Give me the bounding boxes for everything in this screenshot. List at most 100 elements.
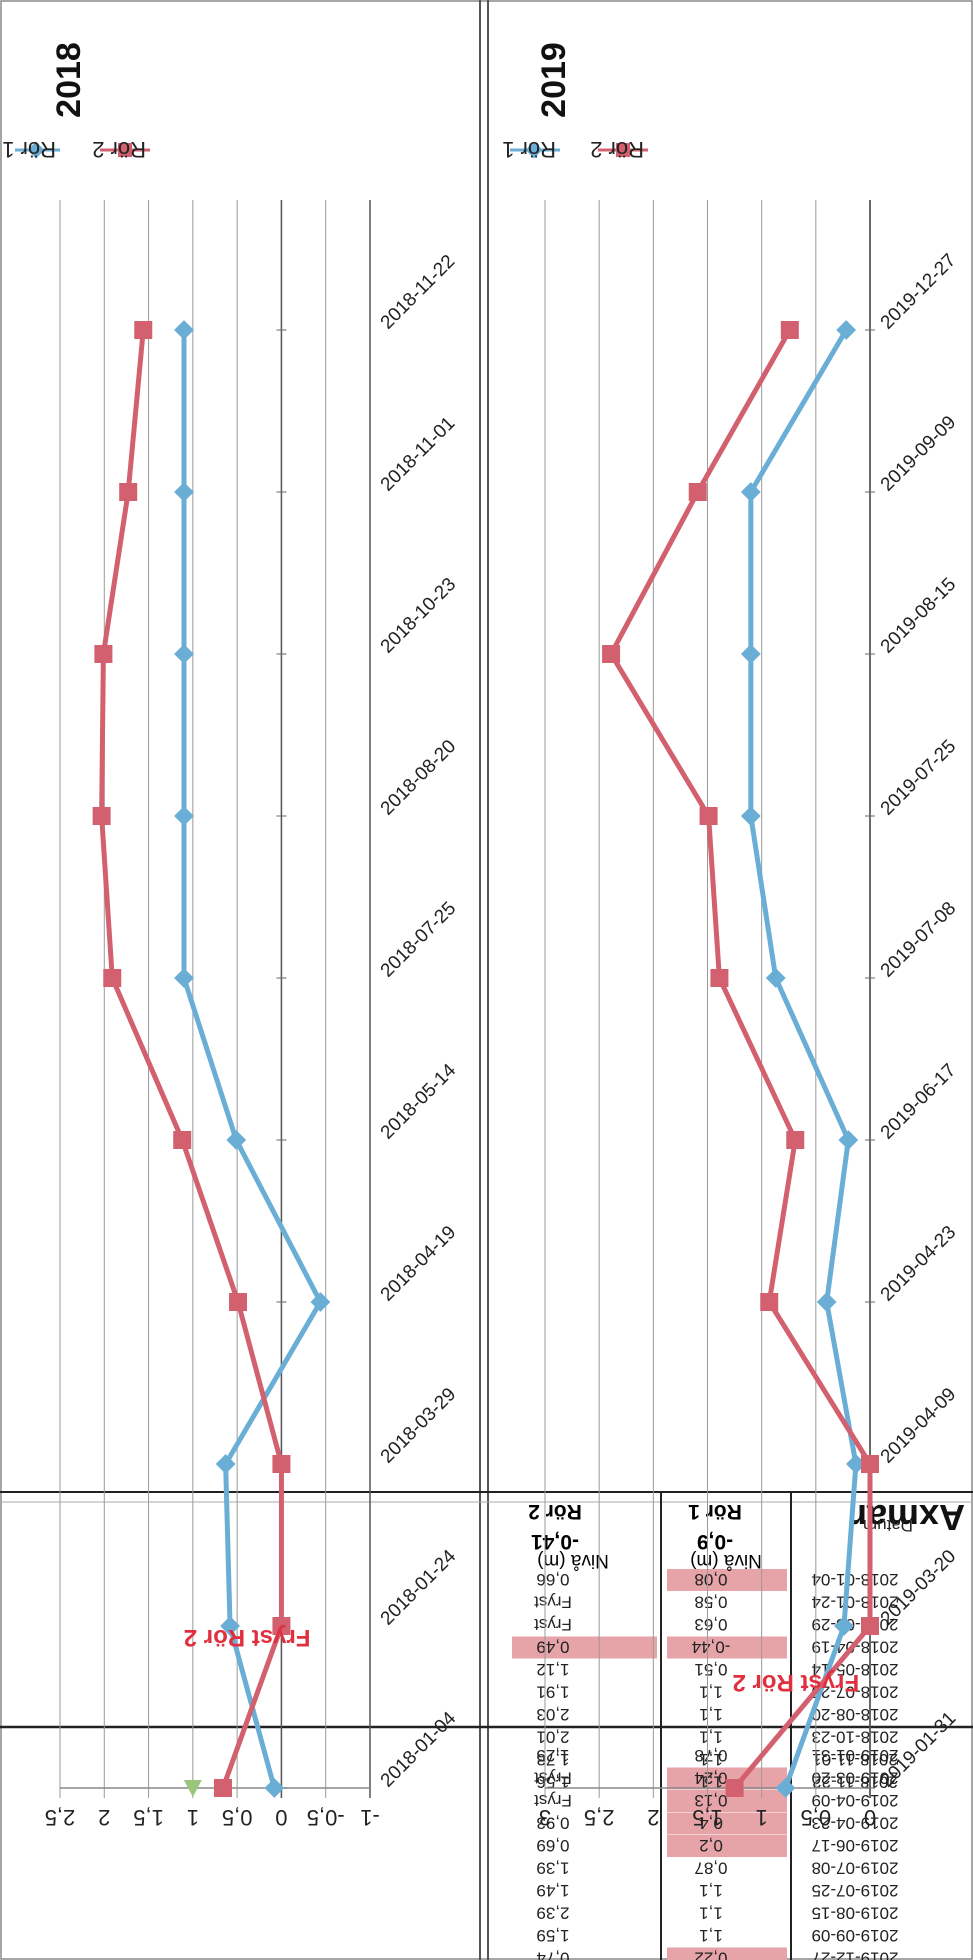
tube2-cell: Fryst [534,1769,572,1788]
tube1-cell: 1,1 [699,1750,723,1769]
series-point-rör-2 [688,483,707,501]
series-line-2 [608,328,873,1790]
tube1-cell: 1,1 [699,1773,723,1792]
tube1-cell: 0,24 [694,1769,727,1788]
legend-marker-rör-2 [118,143,132,157]
series-point-rör-2 [173,1131,192,1149]
series-line-2 [99,329,284,1789]
highlight-cells [512,1569,787,1960]
category-label: 2019-06-17 [877,1060,961,1144]
tube2-header-unit: Nivå (m) [537,1550,609,1571]
tube1-cell: 1,1 [699,1926,723,1945]
date-cell: 2018-11-01 [812,1750,898,1769]
highlight-cell [667,1947,787,1960]
series-point-rör-1 [765,968,786,988]
tube2-cell: 1,25 [536,1746,569,1765]
highlight-cell [667,1569,787,1591]
highlight-cell [667,1790,787,1812]
extra-triangle-marker [183,1780,202,1797]
date-cell: 2018-10-23 [812,1728,899,1747]
legend-marker-rör-2 [616,143,630,157]
date-cell: 2019-01-31 [812,1746,899,1765]
date-cell: 2018-08-20 [812,1705,899,1724]
series-point-rör-2 [780,321,799,339]
tube1-cell: 0,22 [694,1949,727,1960]
series-point-rör-1 [310,1292,331,1312]
legend-label-rör-1: Rör 1 [502,137,556,162]
frozen-annotation: Fryst Rör 2 [184,1624,311,1651]
tube1-cell: 1,1 [699,1705,723,1724]
series-point-rör-2 [699,807,718,825]
series-point-rör-2 [94,645,113,663]
tube1-cell: 0,87 [694,1859,727,1878]
category-label: 2019-12-27 [877,250,961,334]
category-label: 2019-09-09 [877,412,961,496]
tube1-header-name: Rör 1 [688,1500,742,1523]
series-point-rör-2 [602,645,621,663]
legend-marker-rör-1 [525,141,543,159]
series-point-rör-1 [264,1778,285,1798]
date-cell: 2018-11-22 [812,1773,898,1792]
category-label: 2018-05-14 [377,1060,461,1144]
tube2-header-ref: -0,41 [531,1530,579,1553]
series-point-rör-1 [834,1616,854,1636]
date-column-header: Datum [863,1516,913,1535]
y-tick-label: 2,5 [584,1805,615,1830]
y-tick-label: -1 [360,1805,380,1830]
tube1-cell: 1,1 [699,1904,723,1923]
date-cell: 2019-04-23 [812,1814,899,1833]
series-point-rör-1 [174,644,194,664]
date-cell: 2019-09-09 [812,1926,899,1945]
y-tick-label: 0 [864,1805,876,1830]
highlight-cell [667,1812,787,1835]
tube1-cell: 0,58 [694,1593,727,1612]
series-point-rör-1 [174,482,194,502]
date-cell: 2018-05-14 [812,1660,899,1679]
series-line-1 [748,328,859,1789]
tube2-cell: 1,59 [536,1926,569,1945]
category-label: 2019-04-09 [877,1384,961,1468]
date-cell: 2018-07-25 [812,1683,899,1702]
series-line-1 [181,330,323,1789]
tube1-cell: -0,44 [692,1638,731,1657]
y-tick-label: 0 [275,1805,287,1830]
tube1-header-ref: -0,9 [697,1530,733,1553]
series-point-rör-1 [836,320,857,340]
tube1-cell: 1,1 [699,1881,723,1900]
category-label: 2019-04-23 [877,1222,961,1306]
series-point-rör-2 [92,807,111,825]
highlight-cell [667,1767,787,1790]
category-label: 2018-07-25 [377,898,461,982]
series-point-rör-2 [760,1293,779,1311]
y-tick-label: 2 [647,1805,659,1830]
date-cell: 2019-04-09 [812,1791,899,1810]
y-tick-label: 1 [187,1805,199,1830]
series-point-rör-2 [861,1617,879,1635]
category-label: 2018-11-01 [377,413,460,496]
series-point-rör-1 [816,1292,837,1312]
tube1-cell: 0,4 [699,1814,723,1833]
y-tick-label: 1,5 [133,1805,164,1830]
y-tick-label: 3 [539,1805,551,1830]
category-label: 2018-10-23 [377,574,461,658]
tube2-cell: 0,49 [536,1638,569,1657]
tube1-cell: 0,78 [694,1746,727,1765]
series-point-rör-1 [838,1130,859,1150]
date-cell: 2018-01-24 [812,1593,899,1612]
series-point-rör-2 [786,1131,805,1149]
date-cell: 2019-07-08 [812,1859,899,1878]
series-point-rör-1 [740,482,761,502]
tube2-cell: 2,03 [536,1705,569,1724]
series-point-rör-2 [710,969,729,987]
category-label: 2018-03-29 [377,1384,461,1468]
category-label: 2018-08-20 [377,736,461,820]
chart-legend: Rör 1 Rör 2 [2,137,150,162]
series-point-rör-1 [215,1454,236,1474]
date-cell: 2019-12-27 [812,1949,899,1960]
date-cell: 2019-08-15 [812,1904,899,1923]
series-point-rör-2 [103,969,122,987]
y-tick-label: 0,5 [222,1805,253,1830]
